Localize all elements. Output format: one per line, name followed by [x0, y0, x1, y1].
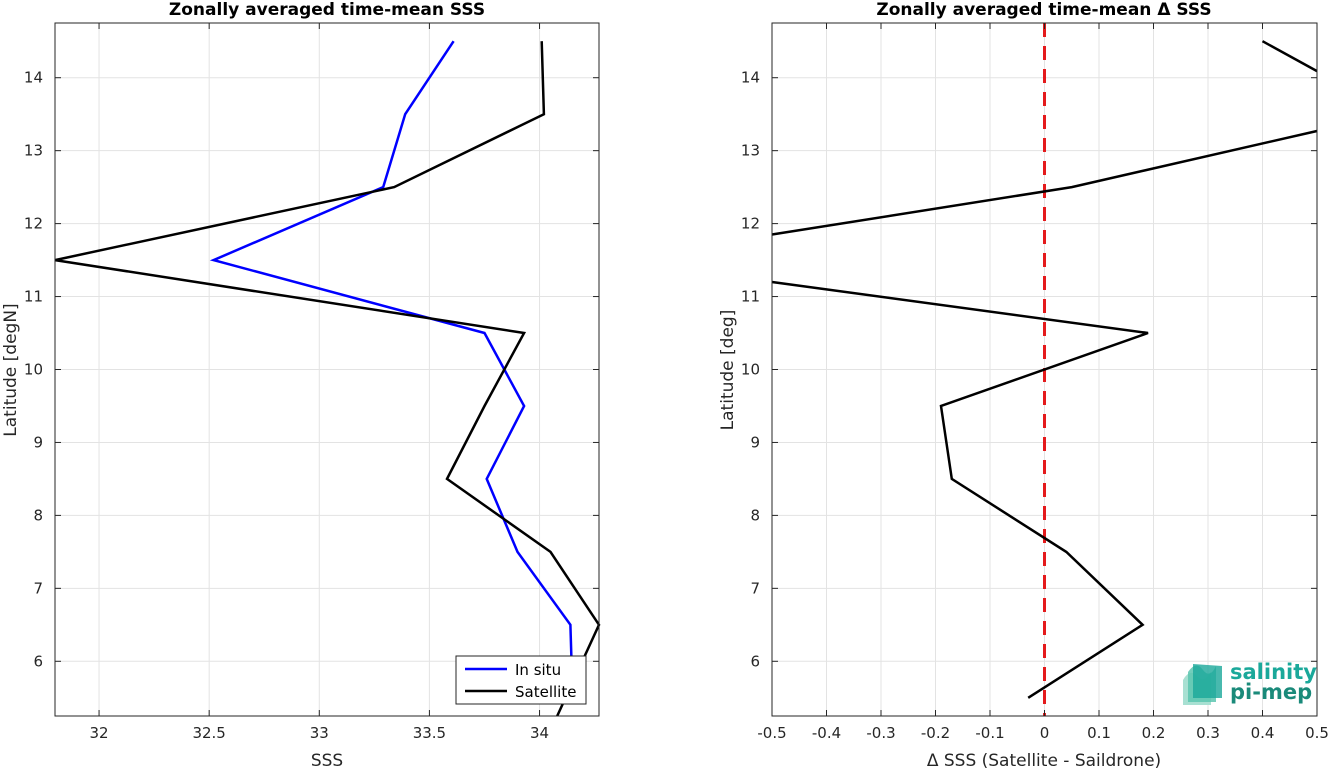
chart-title: Zonally averaged time-mean SSS: [169, 0, 485, 20]
y-tick-label: 11: [24, 288, 43, 306]
x-tick-label: 0: [1040, 724, 1050, 742]
x-tick-label: -0.1: [975, 724, 1004, 742]
y-tick-label: 8: [33, 506, 43, 524]
y-tick-label: 13: [24, 142, 43, 160]
logo-wave-icon: [1183, 664, 1222, 705]
x-tick-label: 33.5: [413, 724, 446, 742]
y-tick-label: 6: [33, 652, 43, 670]
logo-text-pi-mep: pi-mep: [1230, 680, 1312, 704]
y-tick-label: 12: [741, 215, 760, 233]
y-tick-label: 12: [24, 215, 43, 233]
series-line-segment-1: [771, 129, 1318, 236]
y-axis-label: Latitude [degN]: [1, 303, 21, 436]
chart-title: Zonally averaged time-mean Δ SSS: [876, 0, 1211, 20]
left-chart: 32 32.5 33 33.5 34 6 7 8 9 10 11 12 13 14 Zonally ave…: [1, 0, 601, 769]
x-tick-label: -0.5: [757, 724, 786, 742]
x-tick-label: -0.2: [921, 724, 950, 742]
y-tick-label: 14: [741, 69, 760, 87]
grid: [771, 23, 1318, 716]
series-group: [54, 40, 601, 717]
ticks: -0.5 -0.4 -0.3 -0.2 -0.1 0 0.1 0.2 0.3 0.4 0.5 6 7 8 9…: [741, 23, 1329, 742]
y-tick-label: 6: [750, 652, 760, 670]
legend-box: [455, 655, 587, 705]
x-tick-label: 0.2: [1142, 724, 1166, 742]
right-chart: -0.5 -0.4 -0.3 -0.2 -0.1 0 0.1 0.2 0.3 0.4 0.5 6 7 8 9…: [718, 0, 1329, 769]
legend-label-satellite: Satellite: [515, 683, 576, 701]
series-group: [771, 40, 1318, 699]
x-axis-label: Δ SSS (Satellite - Saildrone): [927, 751, 1161, 769]
legend-label-in-situ: In situ: [515, 661, 561, 679]
salinity-pi-mep-logo: salinity pi-mep: [1183, 660, 1317, 705]
ticks: 32 32.5 33 33.5 34 6 7 8 9 10 11 12 13 14: [24, 23, 599, 742]
logo-text-salinity: salinity: [1230, 660, 1317, 684]
x-tick-label: 0.5: [1305, 724, 1329, 742]
series-line-satellite: [54, 41, 601, 717]
y-tick-label: 7: [33, 579, 43, 597]
legend: In situ Satellite: [455, 655, 587, 705]
x-tick-label: -0.3: [866, 724, 895, 742]
y-tick-label: 9: [33, 433, 43, 451]
x-tick-label: 32: [90, 724, 109, 742]
grid: [55, 23, 599, 716]
y-tick-label: 10: [741, 361, 760, 379]
x-tick-label: 0.4: [1251, 724, 1275, 742]
x-tick-label: 32.5: [192, 724, 225, 742]
x-tick-label: 0.1: [1087, 724, 1111, 742]
y-tick-label: 11: [741, 288, 760, 306]
y-tick-label: 10: [24, 361, 43, 379]
y-tick-label: 8: [750, 506, 760, 524]
x-tick-label: 34: [530, 724, 549, 742]
y-tick-label: 14: [24, 69, 43, 87]
y-tick-label: 9: [750, 433, 760, 451]
x-tick-label: 33: [310, 724, 329, 742]
x-tick-label: 0.3: [1196, 724, 1220, 742]
x-tick-label: -0.4: [812, 724, 841, 742]
x-axis-label: SSS: [311, 751, 343, 769]
y-tick-label: 7: [750, 579, 760, 597]
series-line-segment-0: [771, 280, 1149, 699]
series-line-segment-2: [1261, 40, 1318, 73]
y-axis-label: Latitude [deg]: [718, 310, 738, 431]
y-tick-label: 13: [741, 142, 760, 160]
